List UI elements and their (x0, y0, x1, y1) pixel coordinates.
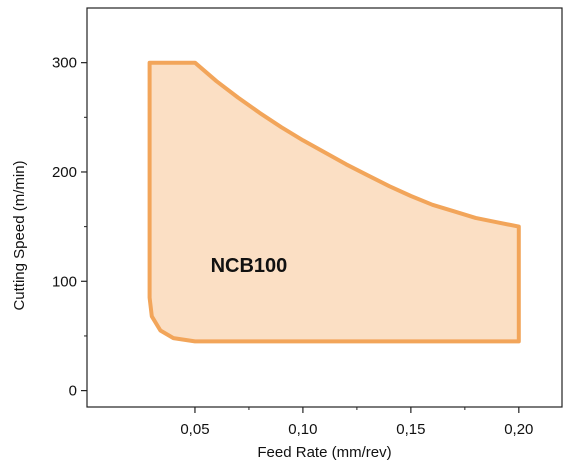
y-tick-label: 200 (52, 164, 77, 181)
series-region-ncb100 (147, 60, 521, 344)
x-axis-label: Feed Rate (mm/rev) (257, 444, 391, 461)
y-axis-label: Cutting Speed (m/min) (11, 160, 28, 310)
y-tick-label: 0 (69, 383, 77, 400)
x-tick-label: 0,10 (288, 421, 317, 438)
x-tick-label: 0,05 (180, 421, 209, 438)
plot-frame (86, 7, 563, 408)
axis-tick-labels: 0,05 0,10 0,15 0,20 0 100 200 300 (52, 55, 533, 438)
y-tick-label: 300 (52, 55, 77, 72)
x-tick-label: 0,20 (504, 421, 533, 438)
y-tick-label: 100 (52, 273, 77, 290)
series-label-ncb100: NCB100 (211, 255, 288, 277)
axis-ticks (81, 62, 520, 413)
plot-region (147, 60, 521, 344)
x-tick-label: 0,15 (396, 421, 425, 438)
